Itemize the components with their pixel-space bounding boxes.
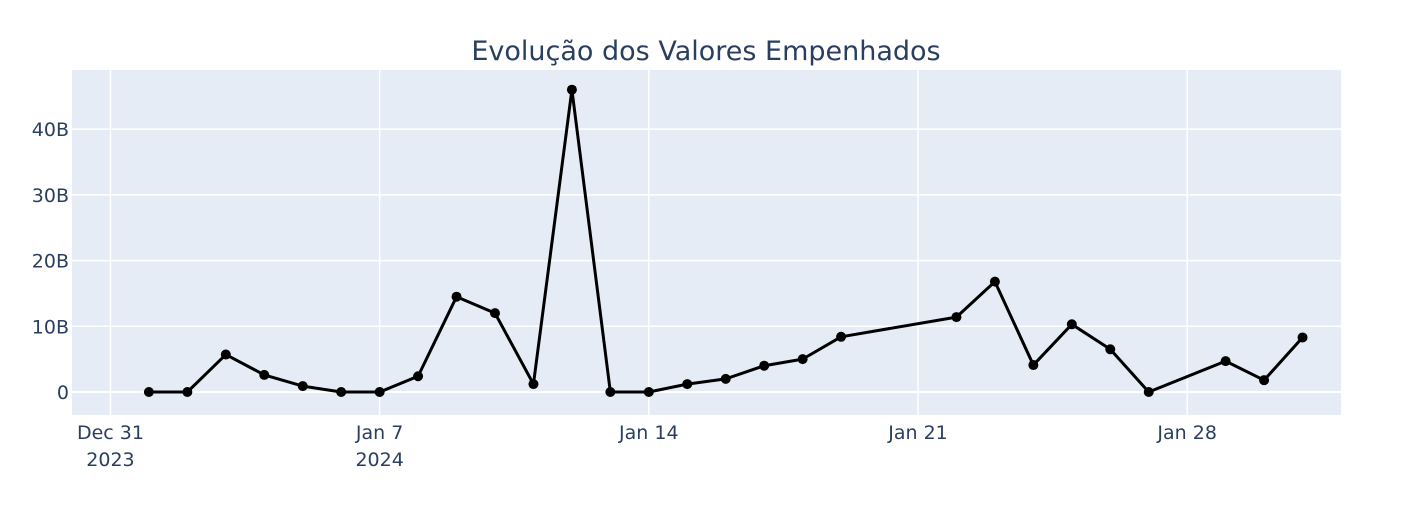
y-tick-label: 20B bbox=[32, 251, 69, 273]
data-point[interactable] bbox=[413, 371, 424, 382]
grid-lines bbox=[72, 70, 1341, 415]
series-line bbox=[148, 88, 1304, 394]
data-point[interactable] bbox=[989, 276, 1000, 287]
data-point[interactable] bbox=[951, 312, 962, 323]
data-point[interactable] bbox=[605, 387, 616, 397]
data-point[interactable] bbox=[1143, 387, 1154, 397]
y-tick-label: 0 bbox=[57, 382, 69, 404]
data-point[interactable] bbox=[451, 291, 462, 302]
data-point[interactable] bbox=[1028, 360, 1039, 371]
data-point[interactable] bbox=[336, 387, 347, 397]
data-point[interactable] bbox=[259, 369, 270, 380]
x-tick-label: Jan 21 bbox=[887, 422, 948, 444]
data-point[interactable] bbox=[143, 387, 154, 397]
data-point[interactable] bbox=[220, 349, 231, 360]
data-point[interactable] bbox=[528, 379, 539, 390]
data-point[interactable] bbox=[797, 354, 808, 365]
chart-title: Evolução dos Valores Empenhados bbox=[471, 36, 940, 67]
x-tick-label: Dec 31 bbox=[77, 422, 144, 444]
data-point[interactable] bbox=[759, 360, 770, 371]
y-tick-label: 40B bbox=[32, 119, 69, 141]
x-tick-label: Jan 28 bbox=[1156, 422, 1217, 444]
x-tick-label: Jan 7 bbox=[355, 422, 403, 444]
x-tick-year-label: 2023 bbox=[86, 449, 134, 471]
data-point[interactable] bbox=[643, 387, 654, 397]
y-tick-label: 30B bbox=[32, 185, 69, 207]
data-point[interactable] bbox=[682, 379, 693, 390]
data-point[interactable] bbox=[182, 387, 193, 397]
data-point[interactable] bbox=[1297, 332, 1308, 343]
x-tick-year-label: 2024 bbox=[355, 449, 403, 471]
data-point[interactable] bbox=[1105, 344, 1116, 355]
data-point[interactable] bbox=[836, 331, 847, 342]
data-point[interactable] bbox=[720, 373, 731, 384]
data-point[interactable] bbox=[1066, 319, 1077, 330]
plot-background bbox=[72, 70, 1341, 415]
data-point[interactable] bbox=[490, 308, 500, 319]
data-point[interactable] bbox=[1259, 375, 1270, 386]
y-tick-label: 10B bbox=[32, 316, 69, 338]
data-point[interactable] bbox=[297, 381, 308, 392]
series-layer bbox=[143, 84, 1308, 397]
data-point[interactable] bbox=[566, 84, 577, 95]
axis-labels: 0 10B 20B 30B 40B Dec 31 2023 Jan 7 2024 Jan 14 Ja… bbox=[32, 119, 1217, 471]
data-point[interactable] bbox=[1220, 356, 1231, 367]
x-tick-label: Jan 14 bbox=[618, 422, 679, 444]
data-point[interactable] bbox=[374, 387, 385, 397]
